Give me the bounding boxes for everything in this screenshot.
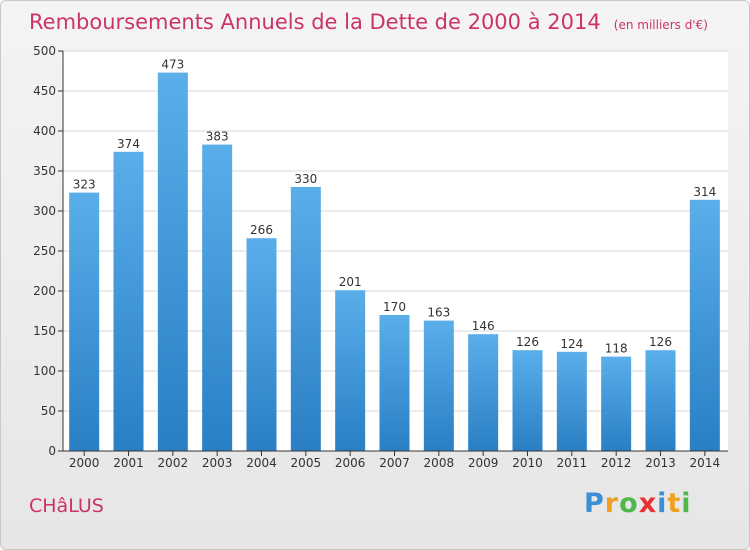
data-label-2010: 126 xyxy=(516,335,539,349)
x-tick-label-2004: 2004 xyxy=(246,456,277,470)
x-tick-label-2013: 2013 xyxy=(645,456,676,470)
x-tick-label-2012: 2012 xyxy=(601,456,632,470)
data-label-2006: 201 xyxy=(339,275,362,289)
y-tick-label: 0 xyxy=(48,444,56,458)
y-tick-label: 400 xyxy=(33,124,56,138)
y-tick-label: 450 xyxy=(33,84,56,98)
bar-2006 xyxy=(335,290,366,451)
data-label-2004: 266 xyxy=(250,223,273,237)
chart-title: Remboursements Annuels de la Dette de 20… xyxy=(29,10,708,34)
proxiti-logo: Proxiti xyxy=(584,488,692,519)
bar-2005 xyxy=(290,187,321,451)
x-tick-label-2007: 2007 xyxy=(379,456,410,470)
bar-2008 xyxy=(423,320,454,451)
x-tick-label-2008: 2008 xyxy=(424,456,455,470)
data-label-2013: 126 xyxy=(649,335,672,349)
logo-letter: t xyxy=(667,488,682,519)
y-tick-label: 250 xyxy=(33,244,56,258)
data-label-2007: 170 xyxy=(383,300,406,314)
x-tick-label-2005: 2005 xyxy=(291,456,322,470)
bar-2002 xyxy=(157,72,188,451)
data-label-2000: 323 xyxy=(73,178,96,192)
x-tick-label-2014: 2014 xyxy=(690,456,721,470)
bar-2011 xyxy=(556,351,587,451)
bar-2001 xyxy=(113,151,144,452)
bar-2007 xyxy=(379,315,410,451)
x-tick-label-2010: 2010 xyxy=(512,456,543,470)
y-tick-label: 300 xyxy=(33,204,56,218)
logo-letter: o xyxy=(619,488,639,519)
logo-letter: i xyxy=(681,488,692,519)
y-tick-label: 100 xyxy=(33,364,56,378)
data-label-2011: 124 xyxy=(560,337,583,351)
axes: 0 50 100 150 200 250 300 350 400 450 500 2000 2001 20… xyxy=(33,44,728,470)
logo-letter: P xyxy=(584,488,605,519)
data-label-2014: 314 xyxy=(693,185,716,199)
commune-name: CHâLUS xyxy=(29,495,104,517)
data-label-2012: 118 xyxy=(605,342,628,356)
bar-2009 xyxy=(468,334,499,451)
bar-2013 xyxy=(645,350,676,451)
data-label-2008: 163 xyxy=(427,306,450,320)
bar-2003 xyxy=(202,144,233,451)
x-tick-label-2002: 2002 xyxy=(158,456,189,470)
data-label-2005: 330 xyxy=(294,172,317,186)
x-tick-label-2000: 2000 xyxy=(69,456,100,470)
y-tick-label: 350 xyxy=(33,164,56,178)
x-tick-label-2001: 2001 xyxy=(113,456,144,470)
y-tick-label: 200 xyxy=(33,284,56,298)
y-tick-label: 150 xyxy=(33,324,56,338)
x-tick-label-2006: 2006 xyxy=(335,456,366,470)
title-text: Remboursements Annuels de la Dette de 20… xyxy=(29,10,601,34)
bar-2012 xyxy=(601,356,632,451)
y-tick-label: 50 xyxy=(41,404,56,418)
logo-letter: x xyxy=(638,488,658,519)
bar-2010 xyxy=(512,350,543,451)
data-labels: 323 374 473 383 266 330 201 170 163 146 126 124 118 1… xyxy=(73,58,717,356)
x-tick-label-2003: 2003 xyxy=(202,456,233,470)
bar-2000 xyxy=(69,192,100,451)
data-label-2009: 146 xyxy=(472,319,495,333)
title-unit: (en milliers d'€) xyxy=(613,18,708,32)
bars xyxy=(69,72,720,452)
bar-2004 xyxy=(246,238,277,451)
logo-letter: i xyxy=(657,488,668,519)
data-label-2001: 374 xyxy=(117,137,140,151)
bar-2014 xyxy=(689,199,720,451)
x-tick-label-2011: 2011 xyxy=(557,456,588,470)
data-label-2002: 473 xyxy=(161,58,184,72)
x-tick-label-2009: 2009 xyxy=(468,456,499,470)
logo-letter: r xyxy=(604,488,620,519)
y-tick-label: 500 xyxy=(33,44,56,58)
data-label-2003: 383 xyxy=(206,130,229,144)
